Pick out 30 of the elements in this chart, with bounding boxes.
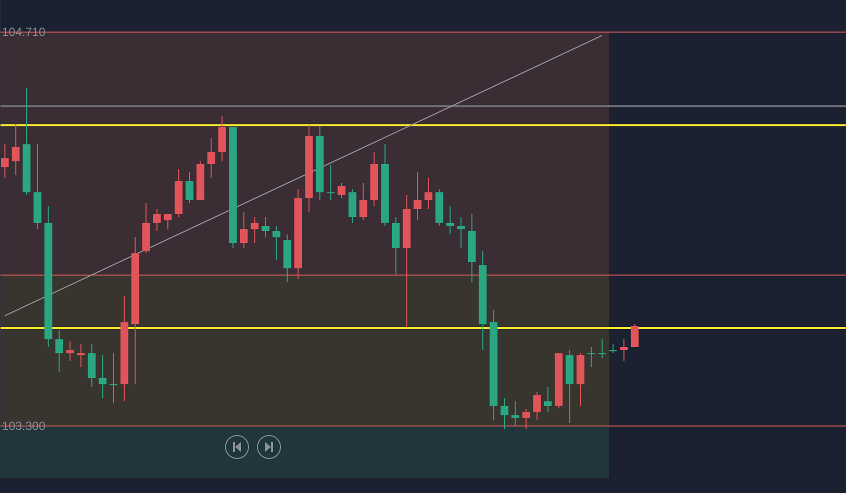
candlestick: [272, 226, 280, 261]
candlestick: [587, 346, 596, 368]
candlestick: [98, 354, 107, 399]
candlestick: [207, 138, 216, 178]
candlestick: [262, 216, 270, 238]
candlestick: [457, 216, 465, 249]
candlestick: [414, 172, 422, 221]
candlestick: [153, 208, 161, 232]
candlestick: [186, 172, 194, 204]
candlestick: [66, 340, 74, 362]
candlestick: [250, 216, 259, 244]
candlestick: [424, 177, 432, 210]
candlestick: [598, 338, 606, 359]
candlestick: [500, 398, 508, 430]
candlestick: [240, 212, 248, 249]
candlestick: [1, 144, 9, 178]
candlestick: [12, 124, 20, 176]
candlestick: [77, 344, 85, 368]
candlestick: [338, 182, 346, 199]
candlestick: [446, 206, 454, 235]
candlestick: [544, 386, 552, 413]
candlestick: [55, 329, 64, 373]
candlestick: [511, 400, 520, 427]
candlestick: [359, 182, 368, 221]
candlestick: [326, 164, 335, 201]
candlestick: [620, 338, 628, 362]
candlestick: [110, 352, 118, 404]
candlestick: [630, 324, 639, 348]
candlestick: [533, 391, 541, 421]
candlestick: [164, 213, 172, 230]
